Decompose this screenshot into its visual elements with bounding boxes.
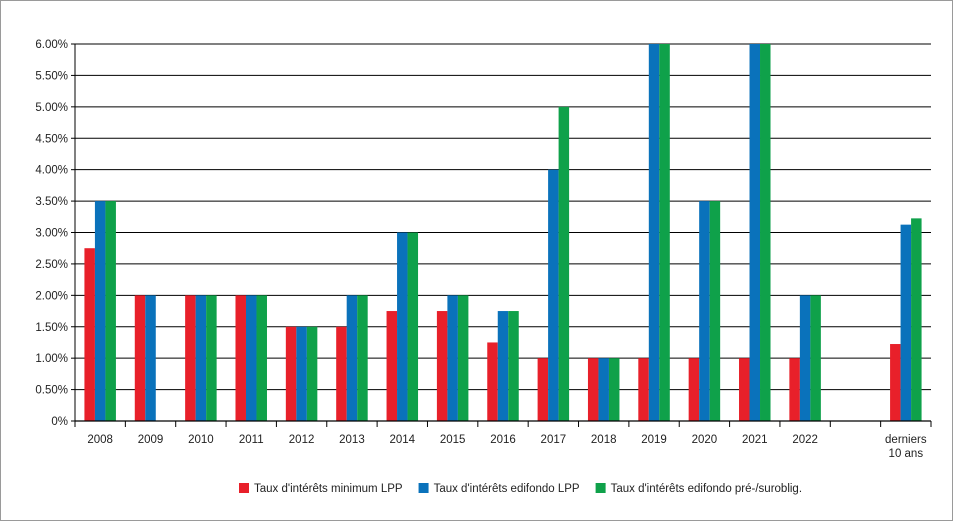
bar-series-2: [548, 169, 559, 421]
bar-series-1: [285, 326, 297, 421]
axes: [71, 43, 932, 427]
bar-series-1: [587, 358, 599, 421]
y-tick-label: 3.50%: [35, 196, 68, 208]
bar-series-2: [799, 295, 811, 421]
bar-series-3: [911, 218, 922, 421]
bar-series-2: [447, 295, 458, 421]
bar-series-3: [206, 295, 217, 421]
bar-series-1: [638, 358, 649, 421]
bar-series-3: [407, 232, 419, 421]
bar-series-3: [357, 295, 368, 421]
x-tick-label: 2012: [289, 434, 315, 446]
bar-series-1: [537, 358, 549, 421]
bar-series-2: [900, 224, 912, 421]
bar-series-1: [235, 295, 246, 421]
bar-series-3: [105, 201, 116, 421]
bar-series-3: [760, 44, 771, 421]
bar-series-3: [810, 295, 821, 421]
y-tick-label: 0%: [51, 416, 68, 428]
bar-series-3: [508, 311, 519, 421]
bar-series-2: [195, 295, 207, 421]
y-tick-label: 1.50%: [35, 322, 68, 334]
x-tick-label: 2014: [389, 434, 415, 446]
bar-series-3: [608, 358, 620, 421]
bar-series-2: [94, 201, 106, 421]
bar-series-1: [386, 311, 398, 421]
y-tick-label: 5.50%: [35, 70, 68, 82]
bar-series-2: [648, 44, 660, 421]
bar-series-2: [296, 326, 307, 421]
bar-series-1: [134, 295, 146, 421]
y-tick-label: 4.00%: [35, 165, 68, 177]
gridlines: [75, 43, 931, 422]
legend-swatch: [418, 483, 429, 493]
y-tick-labels: 0% 0.50% 1.00% 1.50% 2.00% 2.50% 3.00% 3.50% 4.0…: [35, 39, 68, 428]
y-tick-label: 5.00%: [35, 102, 68, 114]
x-tick-label: 2017: [541, 434, 567, 446]
bar-series-1: [789, 358, 800, 421]
bar-series-1: [185, 295, 196, 421]
bars: [84, 44, 922, 421]
bar-series-2: [598, 358, 609, 421]
legend-label: Taux d'intérêts edifondo LPP: [434, 483, 580, 495]
bar-series-2: [397, 232, 408, 421]
bar-series-2: [497, 311, 509, 421]
x-tick-label: 2019: [641, 434, 667, 446]
legend-swatch: [239, 483, 249, 493]
bar-series-1: [739, 358, 750, 421]
bar-series-3: [659, 44, 670, 421]
bar-series-1: [890, 344, 901, 421]
x-tick-label: 2011: [239, 434, 264, 446]
x-tick-label: 2013: [339, 434, 365, 446]
bar-series-3: [709, 201, 721, 421]
x-tick-label: derniers: [885, 434, 927, 446]
bar-series-2: [749, 44, 761, 421]
y-tick-label: 2.50%: [35, 259, 68, 271]
x-tick-label: 2016: [490, 434, 516, 446]
x-tick-label: 2018: [591, 434, 617, 446]
x-tick-label: 2008: [87, 434, 113, 446]
bar-series-2: [346, 295, 358, 421]
bar-series-1: [487, 342, 498, 421]
bar-series-2: [699, 201, 710, 421]
bar-series-2: [245, 295, 257, 421]
y-tick-label: 2.00%: [35, 290, 68, 302]
bar-series-3: [558, 106, 570, 421]
x-tick-label: 2021: [742, 434, 768, 446]
bar-series-2: [145, 295, 156, 421]
x-tick-label: 2022: [792, 434, 818, 446]
legend-label: Taux d'intérêts minimum LPP: [254, 483, 403, 495]
x-tick-label: 2015: [440, 434, 466, 446]
y-tick-label: 1.00%: [35, 353, 68, 365]
legend: Taux d'intérêts minimum LPP Taux d'intérê…: [239, 483, 802, 495]
y-tick-label: 6.00%: [35, 39, 68, 51]
bar-series-1: [436, 311, 448, 421]
bar-series-1: [336, 326, 347, 421]
y-tick-label: 0.50%: [35, 385, 68, 397]
legend-label: Taux d'intérêts edifondo pré-/suroblig.: [611, 483, 802, 495]
bar-series-3: [256, 295, 267, 421]
y-tick-label: 3.00%: [35, 228, 68, 240]
legend-swatch: [595, 483, 606, 493]
bar-series-1: [84, 248, 95, 421]
x-tick-label: 2020: [692, 434, 718, 446]
x-tick-labels: 2008 2009 2010 2011 2012 2013 2014 2015 2016 2017…: [87, 434, 926, 460]
x-tick-label: 2010: [188, 434, 214, 446]
y-tick-label: 4.50%: [35, 133, 68, 145]
bar-series-1: [688, 358, 700, 421]
x-tick-sublabel: 10 ans: [889, 448, 924, 460]
x-tick-label: 2009: [138, 434, 164, 446]
bar-series-3: [457, 295, 469, 421]
bar-series-3: [306, 326, 318, 421]
